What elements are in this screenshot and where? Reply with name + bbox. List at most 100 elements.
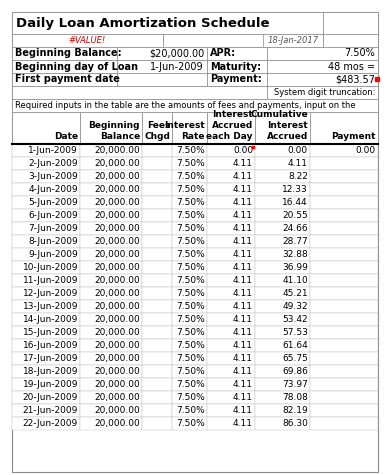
Text: 3-Jun-2009: 3-Jun-2009	[28, 172, 78, 181]
Bar	[255, 365, 310, 378]
Bar	[142, 339, 172, 352]
Bar	[163, 34, 323, 47]
Bar	[142, 157, 172, 170]
Text: 7.50%: 7.50%	[176, 276, 205, 285]
Text: Required inputs in the table are the amounts of fees and payments, input on the: Required inputs in the table are the amo…	[15, 101, 356, 110]
Text: Interest
Rate: Interest Rate	[164, 121, 205, 141]
Bar	[255, 417, 310, 430]
Text: 14-Jun-2009: 14-Jun-2009	[23, 315, 78, 324]
Text: 20,000.00: 20,000.00	[94, 250, 140, 259]
Text: 7.50%: 7.50%	[176, 419, 205, 428]
Bar	[323, 12, 378, 34]
Bar	[310, 248, 378, 261]
Bar	[80, 365, 142, 378]
Bar	[142, 235, 172, 248]
Bar	[310, 313, 378, 326]
Bar	[80, 261, 142, 274]
Bar	[172, 157, 207, 170]
Bar	[310, 235, 378, 248]
Text: 15-Jun-2009: 15-Jun-2009	[23, 328, 78, 337]
Text: 4.11: 4.11	[233, 289, 253, 298]
Bar	[255, 261, 310, 274]
Text: 20,000.00: 20,000.00	[94, 224, 140, 233]
Bar	[255, 112, 310, 144]
Text: Cumulative
Interest
Accrued: Cumulative Interest Accrued	[250, 110, 308, 141]
Bar	[80, 248, 142, 261]
Bar	[172, 352, 207, 365]
Bar	[255, 222, 310, 235]
Text: 7.50%: 7.50%	[176, 211, 205, 220]
Bar	[207, 261, 255, 274]
Bar	[12, 352, 80, 365]
Bar	[80, 112, 142, 144]
Bar	[207, 339, 255, 352]
Bar	[255, 391, 310, 404]
Bar	[12, 12, 323, 34]
Bar	[80, 404, 142, 417]
Bar	[172, 274, 207, 287]
Bar	[142, 170, 172, 183]
Bar	[172, 300, 207, 313]
Bar	[255, 196, 310, 209]
Text: APR:: APR:	[210, 48, 236, 58]
Bar	[310, 183, 378, 196]
Text: 20.55: 20.55	[282, 211, 308, 220]
Bar	[12, 391, 80, 404]
Bar	[12, 99, 378, 112]
Text: 4.11: 4.11	[233, 393, 253, 402]
Bar	[207, 112, 255, 144]
Bar	[142, 274, 172, 287]
Bar	[80, 209, 142, 222]
Text: 16-Jun-2009: 16-Jun-2009	[23, 341, 78, 350]
Text: 20,000.00: 20,000.00	[94, 302, 140, 311]
Text: 4.11: 4.11	[233, 237, 253, 246]
Text: 7.50%: 7.50%	[176, 367, 205, 376]
Text: 73.97: 73.97	[282, 380, 308, 389]
Text: 4.11: 4.11	[233, 380, 253, 389]
Bar	[117, 60, 207, 73]
Bar	[80, 352, 142, 365]
Text: Beginning
Balance: Beginning Balance	[89, 121, 140, 141]
Bar	[142, 112, 172, 144]
Bar	[207, 287, 255, 300]
Bar	[80, 378, 142, 391]
Bar	[80, 287, 142, 300]
Text: 24.66: 24.66	[282, 224, 308, 233]
Bar	[142, 417, 172, 430]
Text: 20,000.00: 20,000.00	[94, 276, 140, 285]
Text: 4.11: 4.11	[233, 211, 253, 220]
Bar	[80, 326, 142, 339]
Bar	[12, 339, 80, 352]
Bar	[80, 391, 142, 404]
Bar	[267, 86, 378, 99]
Text: 4.11: 4.11	[233, 354, 253, 363]
Bar	[80, 300, 142, 313]
Text: 7.50%: 7.50%	[176, 224, 205, 233]
Bar	[172, 391, 207, 404]
Bar	[207, 222, 255, 235]
Bar	[310, 274, 378, 287]
Text: 7.50%: 7.50%	[176, 250, 205, 259]
Text: 5-Jun-2009: 5-Jun-2009	[28, 198, 78, 207]
Text: 7.50%: 7.50%	[176, 341, 205, 350]
Text: System digit truncation:: System digit truncation:	[274, 88, 375, 97]
Text: 4.11: 4.11	[233, 302, 253, 311]
Bar	[80, 235, 142, 248]
Bar	[172, 183, 207, 196]
Bar	[310, 261, 378, 274]
Bar	[323, 34, 378, 47]
Text: 1-Jun-2009: 1-Jun-2009	[28, 146, 78, 155]
Text: 19-Jun-2009: 19-Jun-2009	[23, 380, 78, 389]
Text: 0.00: 0.00	[288, 146, 308, 155]
Text: 20,000.00: 20,000.00	[94, 263, 140, 272]
Text: 82.19: 82.19	[282, 406, 308, 415]
Text: 49.32: 49.32	[282, 302, 308, 311]
Bar	[142, 313, 172, 326]
Bar	[12, 261, 80, 274]
Bar	[255, 300, 310, 313]
Text: 0.00: 0.00	[356, 146, 376, 155]
Text: 4.11: 4.11	[233, 367, 253, 376]
Bar	[142, 248, 172, 261]
Text: 53.42: 53.42	[282, 315, 308, 324]
Bar	[310, 209, 378, 222]
